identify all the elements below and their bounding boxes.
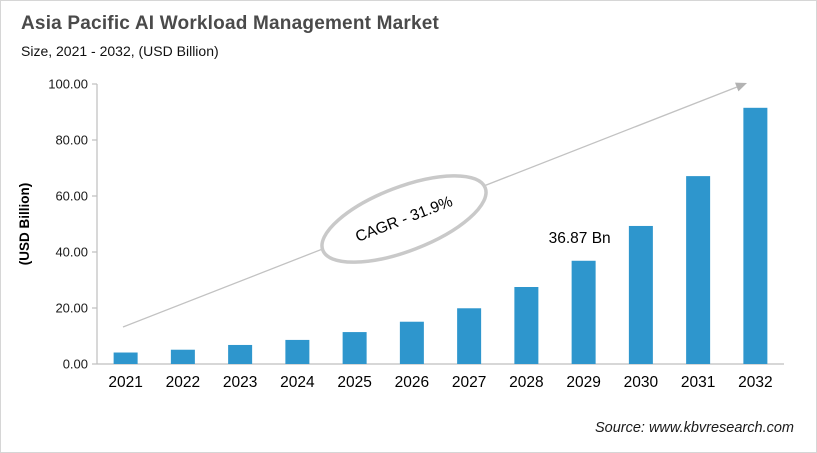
bar-2021	[113, 352, 138, 364]
x-axis-label-2028: 2028	[509, 374, 543, 391]
bar-2024	[285, 339, 310, 364]
bar-2029	[571, 260, 596, 364]
x-axis-label-2022: 2022	[166, 374, 200, 391]
source-credit: Source: www.kbvresearch.com	[594, 420, 794, 436]
x-axis-label-2029: 2029	[566, 374, 600, 391]
bar-2022	[170, 349, 195, 364]
y-axis-tick-label: 80.00	[55, 133, 88, 148]
x-axis-label-2023: 2023	[223, 374, 257, 391]
bar-2028	[514, 287, 539, 364]
x-axis-label-2021: 2021	[108, 374, 142, 391]
y-axis-title: (USD Billion)	[17, 183, 32, 266]
x-axis-label-2024: 2024	[280, 374, 315, 391]
x-axis-label-2026: 2026	[395, 374, 429, 391]
trend-arrow-head	[735, 82, 747, 92]
bar-2032	[743, 107, 768, 365]
chart-subtitle: Size, 2021 - 2032, (USD Billion)	[21, 43, 219, 59]
y-axis-tick-label: 0.00	[63, 357, 88, 372]
cagr-ellipse	[320, 174, 488, 264]
bar-2027	[457, 308, 482, 364]
y-axis-tick-label: 100.00	[48, 77, 88, 92]
bar-2023	[228, 344, 253, 364]
x-axis-label-2025: 2025	[337, 374, 371, 391]
bar-2030	[628, 225, 653, 364]
y-axis-tick-label: 40.00	[55, 245, 88, 260]
x-axis-label-2031: 2031	[681, 374, 715, 391]
point-value-label: 36.87 Bn	[549, 230, 611, 247]
x-axis-label-2032: 2032	[738, 374, 772, 391]
x-axis-label-2027: 2027	[452, 374, 486, 391]
bar-2031	[686, 176, 711, 364]
y-axis-tick-label: 60.00	[55, 189, 88, 204]
bar-2026	[399, 321, 424, 364]
chart-title: Asia Pacific AI Workload Management Mark…	[21, 13, 440, 34]
y-axis-tick-label: 20.00	[55, 301, 88, 316]
bar-2025	[342, 332, 367, 364]
x-axis-label-2030: 2030	[624, 374, 659, 391]
